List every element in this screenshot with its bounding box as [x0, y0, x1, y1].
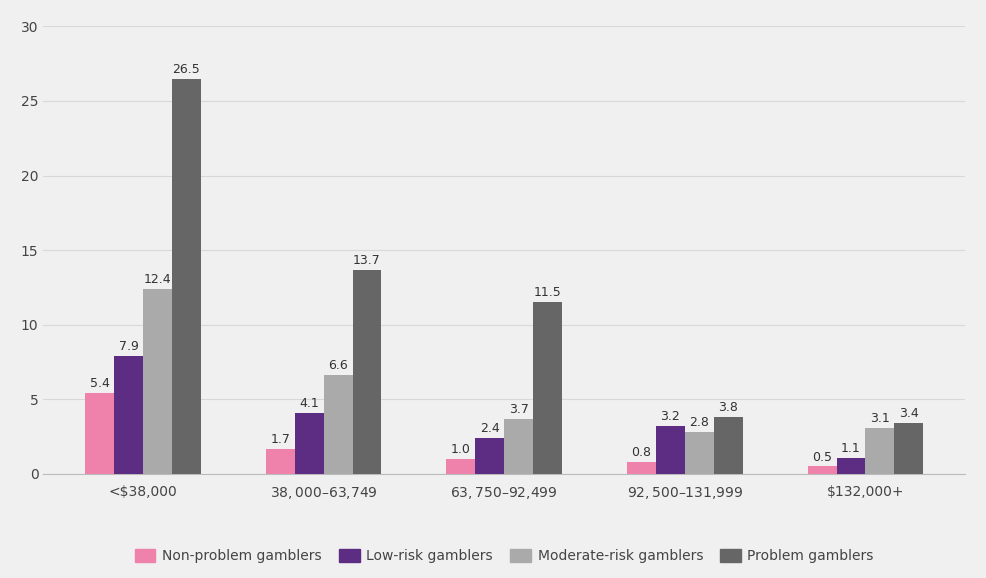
- Bar: [656, 426, 685, 474]
- Text: 2.8: 2.8: [689, 416, 709, 429]
- Bar: [836, 458, 866, 474]
- Bar: [533, 302, 562, 474]
- Bar: [143, 289, 172, 474]
- Text: 1.1: 1.1: [841, 442, 861, 454]
- Text: 1.0: 1.0: [451, 443, 471, 456]
- Bar: [85, 394, 114, 474]
- Bar: [353, 269, 382, 474]
- Bar: [504, 418, 533, 474]
- Bar: [172, 79, 201, 474]
- Text: 5.4: 5.4: [90, 377, 109, 390]
- Text: 0.5: 0.5: [812, 450, 832, 464]
- Text: 12.4: 12.4: [144, 273, 172, 286]
- Bar: [323, 376, 353, 474]
- Bar: [114, 356, 143, 474]
- Text: 26.5: 26.5: [173, 62, 200, 76]
- Legend: Non-problem gamblers, Low-risk gamblers, Moderate-risk gamblers, Problem gambler: Non-problem gamblers, Low-risk gamblers,…: [129, 543, 880, 569]
- Text: 3.2: 3.2: [661, 410, 680, 423]
- Bar: [894, 423, 923, 474]
- Bar: [808, 466, 836, 474]
- Text: 7.9: 7.9: [118, 340, 138, 353]
- Bar: [266, 449, 295, 474]
- Text: 2.4: 2.4: [480, 422, 500, 435]
- Bar: [714, 417, 742, 474]
- Bar: [295, 413, 323, 474]
- Text: 1.7: 1.7: [270, 432, 290, 446]
- Text: 0.8: 0.8: [631, 446, 652, 459]
- Text: 4.1: 4.1: [300, 397, 319, 410]
- Text: 3.7: 3.7: [509, 403, 528, 416]
- Text: 3.4: 3.4: [899, 407, 919, 420]
- Text: 3.8: 3.8: [718, 401, 739, 414]
- Bar: [475, 438, 504, 474]
- Text: 3.1: 3.1: [870, 412, 889, 425]
- Text: 11.5: 11.5: [533, 286, 561, 299]
- Text: 13.7: 13.7: [353, 254, 381, 266]
- Bar: [685, 432, 714, 474]
- Bar: [627, 462, 656, 474]
- Bar: [866, 428, 894, 474]
- Bar: [447, 459, 475, 474]
- Text: 6.6: 6.6: [328, 360, 348, 372]
